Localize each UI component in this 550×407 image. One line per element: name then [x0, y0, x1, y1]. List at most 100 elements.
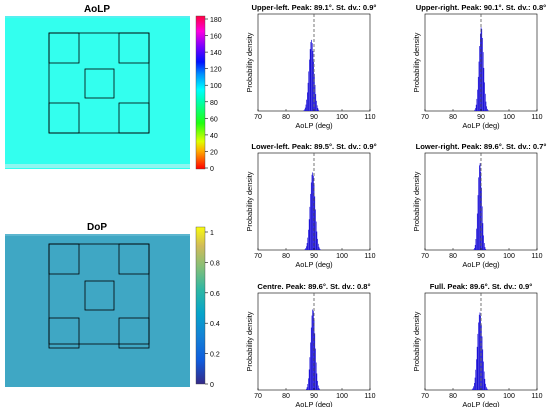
histogram-bar — [311, 174, 313, 250]
histogram-bar — [487, 110, 489, 111]
histogram-bar — [304, 249, 306, 250]
histogram-bar — [487, 389, 488, 390]
histogram-bar — [477, 195, 479, 250]
dop-image-band — [5, 234, 190, 236]
x-tick-label: 80 — [282, 393, 290, 400]
histogram-bar — [305, 248, 307, 250]
dop-colorbar-tick-label: 1 — [210, 230, 214, 237]
histogram-bar — [481, 336, 483, 390]
x-tick-label: 100 — [503, 253, 515, 260]
histogram-bar — [483, 361, 484, 390]
x-tick-label: 100 — [503, 114, 515, 121]
histogram-bar — [315, 362, 317, 390]
histogram-bar — [317, 380, 318, 390]
histogram-bar — [482, 52, 484, 111]
histogram-bar — [482, 37, 483, 111]
histogram-bar — [474, 383, 475, 390]
dop-colorbar — [195, 226, 206, 385]
aolp-roi-centre — [84, 68, 115, 99]
histogram-bar — [315, 221, 317, 250]
histogram-bar — [475, 104, 477, 111]
x-tick-label: 70 — [421, 114, 429, 121]
histogram-bar — [316, 100, 317, 111]
histogram-bar — [486, 388, 488, 390]
histogram-bar — [482, 349, 484, 390]
dop-roi-lower-right — [118, 317, 150, 349]
histogram-bar — [471, 389, 473, 390]
aolp-colorbar-tick-label: 40 — [210, 133, 218, 140]
x-tick-label: 90 — [477, 114, 485, 121]
aolp-panel: AoLP 180 160 140 120 100 80 60 40 20 0 — [5, 4, 222, 173]
histogram-bar — [474, 245, 476, 250]
histogram-bar — [478, 322, 479, 390]
histogram-bar — [310, 42, 312, 112]
histogram-bar — [318, 387, 320, 390]
histogram-panel: Full. Peak: 89.6°. St. dv.: 0.9° 70 80 90 10… — [412, 282, 543, 407]
histogram-bar — [309, 357, 311, 390]
x-tick-label: 80 — [282, 114, 290, 121]
histogram-bar — [306, 387, 308, 390]
histogram-bar — [483, 371, 485, 390]
histogram-bar — [474, 109, 476, 111]
aolp-roi-lower-left — [48, 102, 80, 134]
histogram-bar — [487, 108, 488, 111]
histogram-bar — [316, 105, 318, 111]
x-tick-label: 100 — [503, 393, 515, 400]
histogram-bar — [308, 219, 310, 250]
histogram-bar — [475, 239, 477, 250]
histogram-panel: Lower-left. Peak: 89.5°. St. dv.: 0.9° 70… — [245, 142, 377, 269]
histogram-bar — [308, 71, 310, 111]
x-tick-label: 70 — [254, 114, 262, 121]
x-tick-label: 70 — [254, 393, 262, 400]
histogram-bar — [309, 49, 311, 111]
histogram-bar — [476, 359, 477, 390]
dop-roi-centre — [84, 280, 115, 311]
histogram-bar — [311, 43, 313, 111]
histogram-bar — [485, 383, 486, 390]
histogram-grid: Upper-left. Peak: 89.1°. St. dv.: 0.9° 70… — [245, 3, 546, 407]
histogram-bar — [307, 92, 308, 111]
histogram-bar — [483, 235, 484, 250]
histogram-bar — [307, 237, 309, 250]
histogram-bar — [315, 209, 316, 250]
x-tick-label: 90 — [310, 393, 318, 400]
dop-title: DoP — [87, 222, 107, 233]
histogram-bar — [308, 378, 309, 390]
histogram-bar — [314, 196, 316, 250]
histogram-bar — [312, 309, 314, 390]
y-axis-label: Probability density — [245, 32, 254, 92]
histogram-title: Upper-left. Peak: 89.1°. St. dv.: 0.9° — [252, 3, 377, 12]
histogram-bar — [314, 84, 316, 111]
aolp-roi-lower-right — [118, 102, 150, 134]
aolp-colorbar — [195, 15, 206, 170]
histogram-bar — [475, 108, 476, 111]
histogram-bar — [310, 342, 311, 390]
aolp-image-stripe — [5, 164, 190, 168]
dop-colorbar-tick-label: 0.4 — [210, 321, 220, 328]
histogram-bar — [303, 110, 305, 111]
x-axis-label: AoLP (deg) — [295, 121, 332, 130]
dop-roi-outer — [48, 243, 150, 345]
histogram-bar — [481, 324, 482, 390]
histogram-bar — [476, 213, 478, 250]
x-tick-label: 110 — [531, 253, 542, 260]
histogram-bar — [310, 182, 312, 250]
histogram-bar — [477, 76, 479, 111]
y-axis-label: Probability density — [245, 171, 254, 231]
histogram-bar — [313, 175, 314, 250]
aolp-colorbar-tick-label: 140 — [210, 50, 222, 57]
histogram-bar — [305, 104, 307, 111]
dop-image — [5, 234, 190, 387]
dop-panel: DoP 1 0.8 0.6 0.4 0.2 0 — [5, 222, 220, 389]
dop-colorbar-tick-label: 0.2 — [210, 352, 220, 359]
aolp-colorbar-tick-label: 20 — [210, 149, 218, 156]
histogram-bar — [314, 73, 315, 111]
histogram-bar — [480, 33, 481, 111]
histogram-bar — [474, 377, 476, 390]
dop-colorbar-tick-label: 0.6 — [210, 291, 220, 298]
dop-roi-upper-left — [48, 243, 80, 275]
x-tick-label: 80 — [449, 114, 457, 121]
histogram-bar — [309, 59, 310, 111]
histogram-bar — [479, 163, 481, 250]
x-tick-label: 70 — [421, 393, 429, 400]
